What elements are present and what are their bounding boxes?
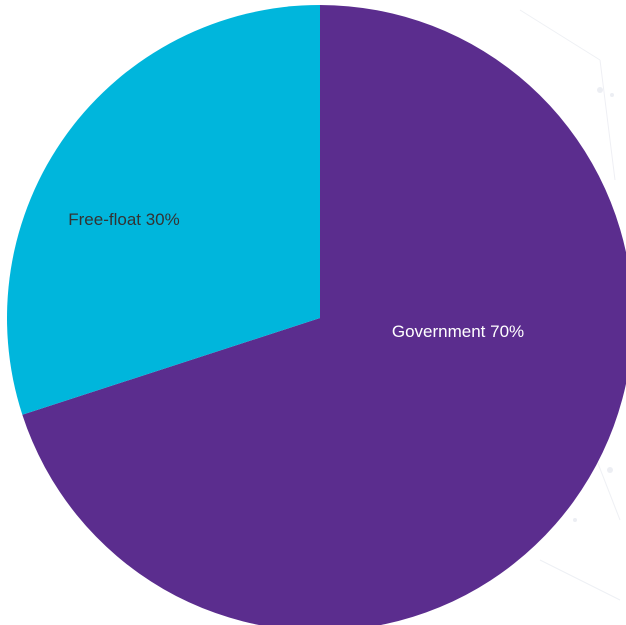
slice-label-free-float: Free-float 30% bbox=[68, 210, 180, 229]
pie-slice-free-float bbox=[6, 5, 321, 415]
pie-labels: Government 70% Free-float 30% bbox=[68, 210, 524, 341]
pie-slice-government bbox=[22, 5, 626, 625]
pie-slices bbox=[6, 5, 626, 625]
slice-label-government: Government 70% bbox=[392, 322, 524, 341]
